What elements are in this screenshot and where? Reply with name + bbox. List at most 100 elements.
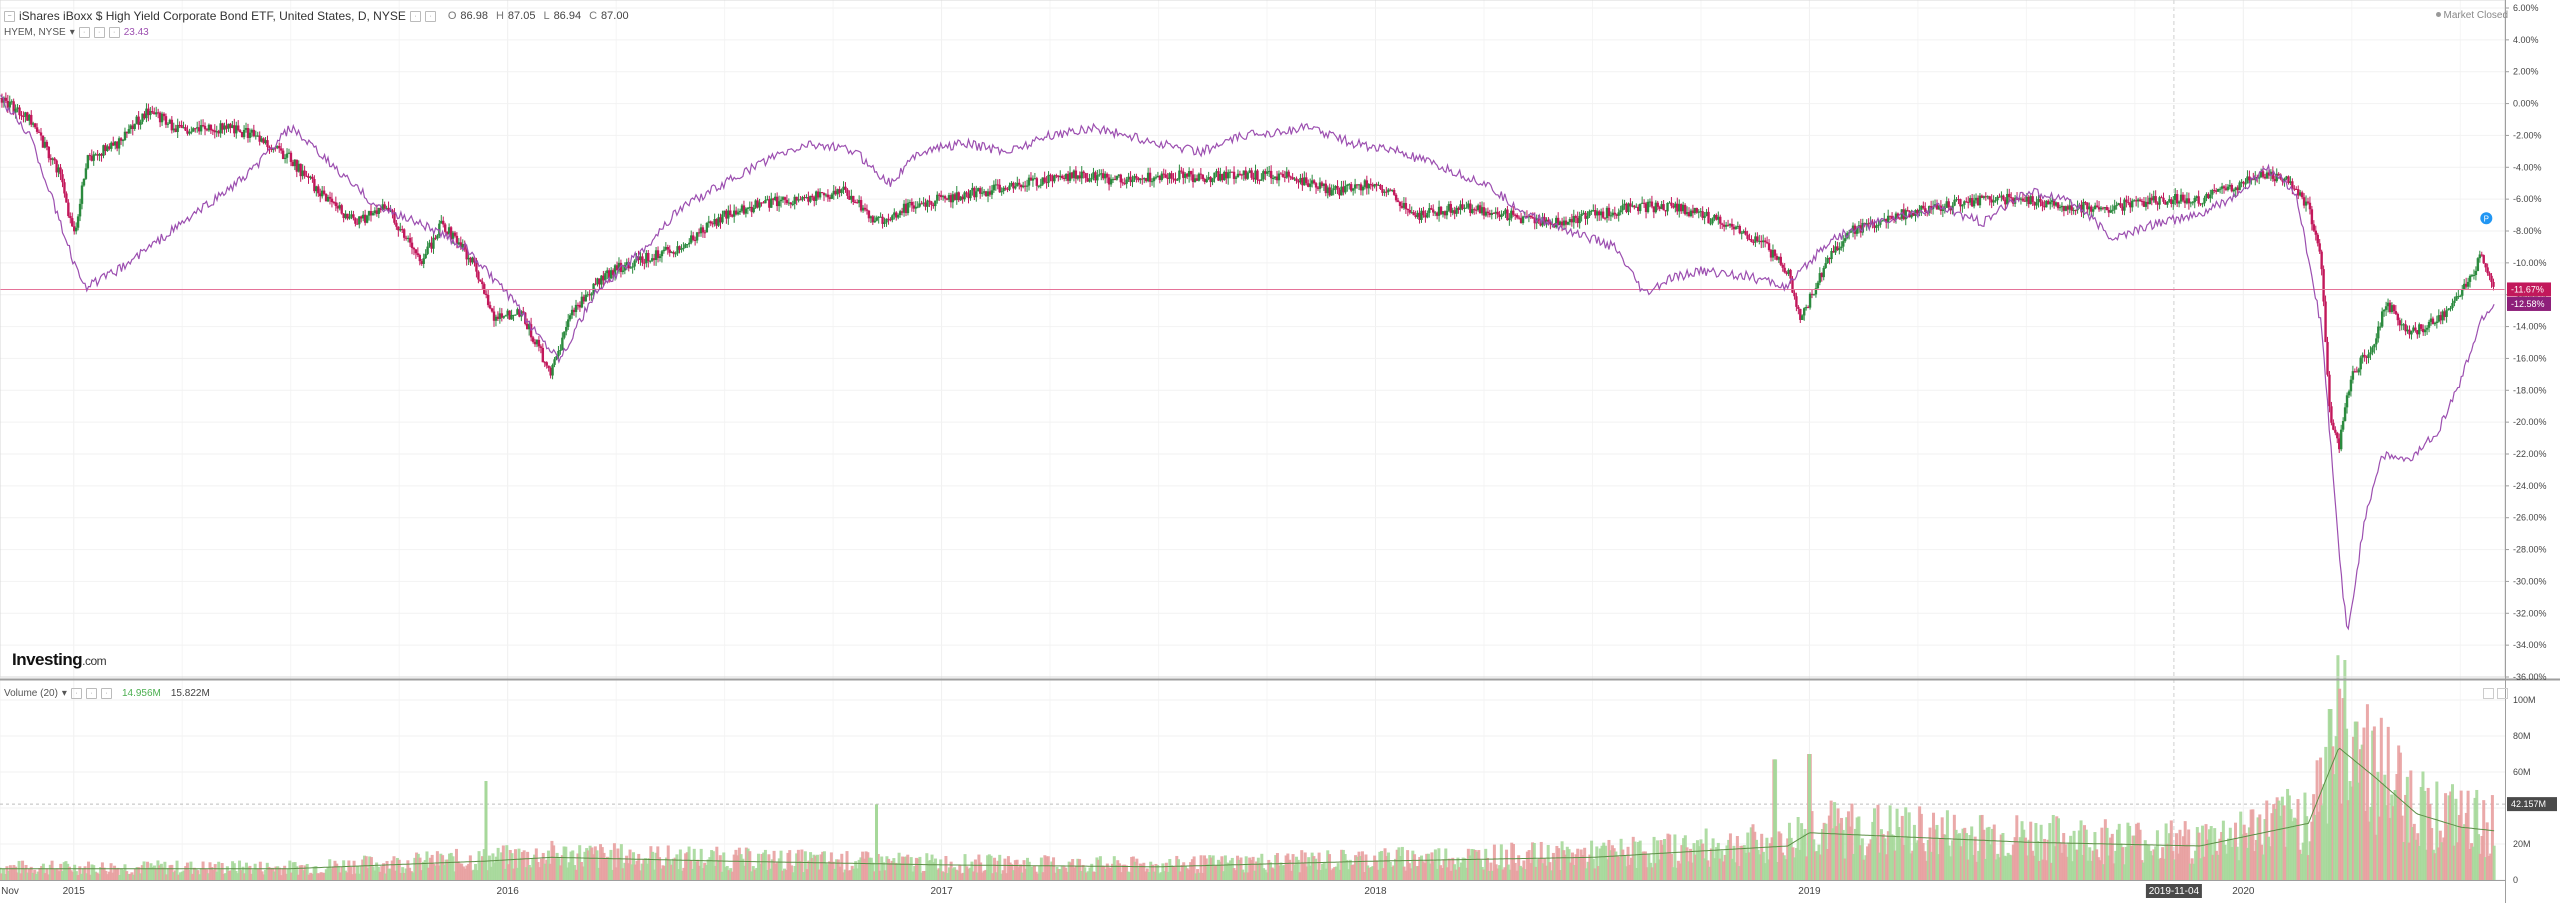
volume-bar — [300, 865, 304, 880]
candle-body — [2400, 324, 2403, 326]
candle-body — [330, 198, 334, 203]
candle-body — [984, 191, 988, 197]
volume-hide-icon[interactable]: · — [70, 688, 82, 699]
candle-body — [1816, 282, 1820, 289]
x-tick-label: 2019 — [1798, 886, 1821, 897]
volume-bar — [2445, 824, 2449, 880]
compare-close-icon[interactable]: · — [108, 27, 120, 38]
candle-body — [53, 158, 56, 161]
volume-bar — [66, 863, 70, 880]
candle-body — [1894, 213, 1898, 220]
volume-bar — [2475, 789, 2479, 880]
volume-bar — [1232, 868, 1236, 880]
candle-body — [1676, 203, 1679, 212]
candle-body — [1379, 184, 1382, 189]
candle-body — [885, 218, 888, 223]
volume-bar — [828, 861, 832, 880]
candle-body — [1168, 173, 1171, 179]
volume-spike-bar — [2328, 709, 2332, 880]
volume-bar — [1249, 859, 1253, 880]
volume-bar — [2216, 854, 2220, 880]
volume-bar — [604, 858, 608, 880]
volume-bar — [1324, 868, 1328, 880]
collapse-icon[interactable]: − — [4, 10, 15, 22]
volume-bar — [2478, 853, 2482, 880]
candle-body — [2101, 207, 2105, 209]
volume-bar — [69, 870, 73, 880]
candle-body — [807, 197, 810, 202]
volume-bar — [2220, 831, 2224, 880]
volume-bar — [2466, 790, 2470, 880]
volume-bar — [569, 851, 573, 880]
candle-body — [1765, 242, 1769, 244]
candle-body — [598, 278, 601, 285]
candle-body — [2330, 406, 2333, 423]
volume-bar — [1065, 871, 1069, 880]
candle-body — [1582, 212, 1585, 215]
event-marker-icon[interactable] — [2480, 212, 2493, 225]
candle-body — [1035, 178, 1039, 186]
candle-body — [1722, 224, 1726, 227]
volume-bar — [2041, 859, 2045, 880]
volume-bar — [2159, 857, 2163, 880]
volume-spike-bar — [2354, 721, 2358, 880]
volume-bar — [1508, 869, 1512, 880]
candle-body — [2160, 197, 2163, 199]
volume-bar — [1687, 861, 1691, 880]
candle-body — [867, 210, 871, 219]
candle-body — [1525, 216, 1529, 218]
volume-bar — [1565, 846, 1569, 880]
volume-bar — [159, 863, 163, 880]
volume-bar — [576, 853, 580, 880]
candle-body — [608, 270, 611, 279]
candle-body — [1916, 210, 1919, 214]
candle-body — [108, 146, 111, 149]
volume-bar — [140, 865, 144, 880]
volume-bar — [2180, 846, 2184, 880]
candle-body — [1033, 178, 1037, 180]
volume-up-icon[interactable] — [2483, 688, 2494, 699]
close-icon[interactable]: · — [424, 10, 436, 22]
volume-bar — [800, 849, 804, 880]
candle-body — [1797, 306, 1800, 309]
volume-bar — [1355, 856, 1359, 880]
candle-body — [2211, 189, 2214, 195]
volume-bar — [2088, 847, 2092, 880]
volume-bar — [678, 849, 682, 880]
candle-body — [855, 202, 859, 204]
volume-bar — [293, 862, 297, 880]
compare-hide-icon[interactable]: · — [78, 27, 90, 38]
volume-close-icon[interactable]: · — [100, 688, 112, 699]
volume-bar — [2372, 726, 2376, 880]
candle-body — [510, 314, 513, 320]
candle-body — [361, 214, 365, 219]
candle-body — [301, 170, 304, 177]
volume-bar — [80, 873, 84, 880]
candle-body — [2207, 193, 2210, 199]
candle-body — [2302, 197, 2306, 206]
volume-bar — [664, 857, 668, 880]
candle-body — [1875, 225, 1878, 228]
investing-logo[interactable]: Investing.com — [12, 650, 107, 670]
volume-bar — [1281, 865, 1285, 880]
candle-body — [451, 232, 455, 240]
candle-body — [1568, 219, 1572, 223]
volume-bar — [1362, 872, 1366, 880]
volume-settings-icon[interactable]: · — [85, 688, 97, 699]
candle-body — [1102, 173, 1105, 179]
candle-body — [358, 216, 361, 225]
candle-body — [1338, 189, 1341, 196]
settings-icon[interactable]: · — [409, 10, 421, 22]
volume-bar — [1944, 834, 1948, 880]
volume-bar — [1357, 851, 1361, 880]
volume-bar — [1421, 861, 1425, 880]
volume-down-icon[interactable] — [2497, 688, 2508, 699]
candle-body — [1228, 171, 1232, 173]
volume-bar — [1999, 834, 2003, 880]
compare-settings-icon[interactable]: · — [93, 27, 105, 38]
volume-bar — [180, 871, 184, 880]
candle-body — [824, 194, 828, 196]
volume-bar — [861, 851, 865, 880]
